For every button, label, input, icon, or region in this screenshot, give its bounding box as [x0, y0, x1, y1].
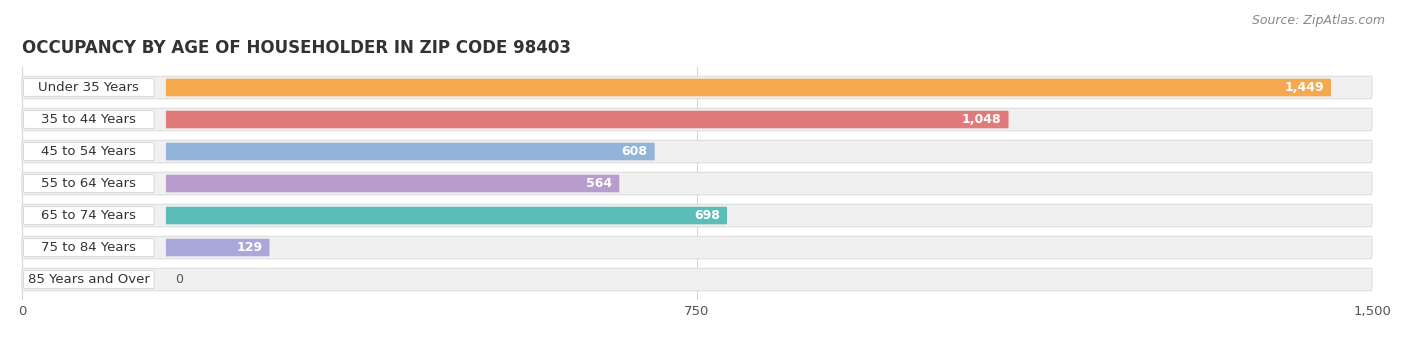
Text: Source: ZipAtlas.com: Source: ZipAtlas.com	[1251, 14, 1385, 27]
FancyBboxPatch shape	[24, 207, 155, 224]
FancyBboxPatch shape	[166, 207, 727, 224]
FancyBboxPatch shape	[22, 172, 1372, 195]
Text: 1,449: 1,449	[1284, 81, 1324, 94]
FancyBboxPatch shape	[166, 79, 1331, 96]
FancyBboxPatch shape	[22, 268, 1372, 291]
Text: 75 to 84 Years: 75 to 84 Years	[41, 241, 136, 254]
FancyBboxPatch shape	[166, 239, 270, 256]
FancyBboxPatch shape	[166, 111, 1008, 128]
FancyBboxPatch shape	[24, 111, 155, 128]
Text: 55 to 64 Years: 55 to 64 Years	[41, 177, 136, 190]
FancyBboxPatch shape	[166, 175, 620, 192]
Text: 698: 698	[695, 209, 720, 222]
FancyBboxPatch shape	[24, 239, 155, 256]
Text: OCCUPANCY BY AGE OF HOUSEHOLDER IN ZIP CODE 98403: OCCUPANCY BY AGE OF HOUSEHOLDER IN ZIP C…	[22, 39, 571, 57]
Text: 564: 564	[586, 177, 612, 190]
Text: 65 to 74 Years: 65 to 74 Years	[41, 209, 136, 222]
Text: 1,048: 1,048	[962, 113, 1001, 126]
Text: Under 35 Years: Under 35 Years	[38, 81, 139, 94]
Text: 85 Years and Over: 85 Years and Over	[28, 273, 150, 286]
FancyBboxPatch shape	[24, 79, 155, 96]
FancyBboxPatch shape	[24, 175, 155, 192]
Text: 0: 0	[174, 273, 183, 286]
FancyBboxPatch shape	[24, 271, 155, 288]
Text: 608: 608	[621, 145, 648, 158]
FancyBboxPatch shape	[22, 236, 1372, 259]
FancyBboxPatch shape	[22, 204, 1372, 227]
Text: 45 to 54 Years: 45 to 54 Years	[41, 145, 136, 158]
Text: 129: 129	[236, 241, 263, 254]
FancyBboxPatch shape	[166, 143, 655, 160]
FancyBboxPatch shape	[22, 108, 1372, 131]
FancyBboxPatch shape	[22, 76, 1372, 99]
Text: 35 to 44 Years: 35 to 44 Years	[41, 113, 136, 126]
FancyBboxPatch shape	[22, 140, 1372, 163]
FancyBboxPatch shape	[24, 143, 155, 160]
